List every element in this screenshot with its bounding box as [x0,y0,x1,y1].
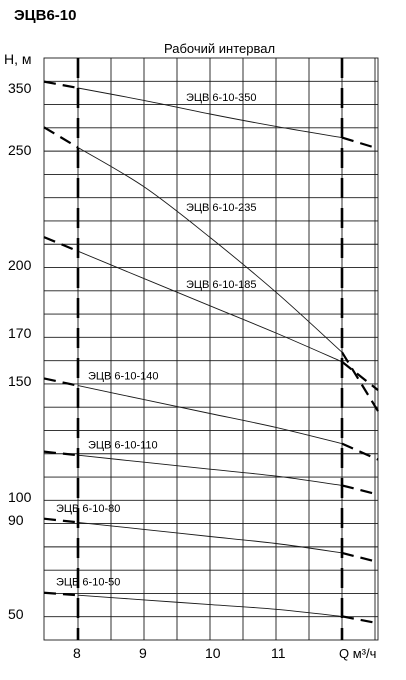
series-curve [77,385,343,445]
series-label: ЭЦВ 6-10-80 [56,503,120,515]
series-label: ЭЦВ 6-10-235 [186,202,256,214]
y-tick-label: 250 [8,142,32,158]
series-extension-right [341,551,379,564]
series-curve [77,147,343,353]
series-extension-left [43,236,79,253]
series-extension-left [43,80,79,90]
chart-grid [43,57,379,641]
series-extension-right [341,615,379,625]
series-extension-left [43,450,79,457]
plot-frame [43,57,379,641]
series-extension-right [341,360,379,391]
x-tick-label: 10 [205,645,221,661]
series-extension-left [43,377,79,387]
series-curve [77,87,343,139]
chart-title: ЭЦВ6-10 [14,7,76,24]
x-tick-label: 8 [73,645,81,661]
y-tick-label: 50 [8,606,24,622]
working-range-bounds [76,58,344,640]
x-tick-label: 11 [271,645,286,661]
series-curve [77,250,343,363]
series-extension-right [341,484,379,496]
series-extension-right [341,351,379,412]
series-curve [77,521,343,554]
performance-curves [43,80,379,625]
series-extension-left [43,517,79,524]
series-label: ЭЦВ 6-10-140 [88,371,158,383]
y-tick-label: 150 [8,373,32,389]
series-label: ЭЦВ 6-10-110 [88,439,158,451]
chart-labels: ЭЦВ6-10 Н, м Рабочий интервал Q м³/ч 350… [4,7,376,661]
y-tick-label: 200 [8,257,32,273]
y-tick-label: 100 [8,489,32,505]
series-label: ЭЦВ 6-10-185 [186,279,256,291]
working-interval-label: Рабочий интервал [164,41,275,56]
y-tick-label: 90 [8,512,24,528]
series-extension-right [341,136,379,150]
series-label: ЭЦВ 6-10-50 [56,577,120,589]
series-extension-right [341,442,379,461]
y-axis-label: Н, м [4,51,32,67]
series-label: ЭЦВ 6-10-350 [186,92,256,104]
y-tick-label: 350 [8,80,32,96]
series-extension-left [43,126,79,149]
series-extension-left [43,591,79,597]
x-tick-label: 9 [139,645,147,661]
y-tick-label: 170 [8,325,32,341]
series-curve [77,594,343,617]
series-curve [77,454,343,486]
x-axis-label: Q м³/ч [339,646,376,661]
